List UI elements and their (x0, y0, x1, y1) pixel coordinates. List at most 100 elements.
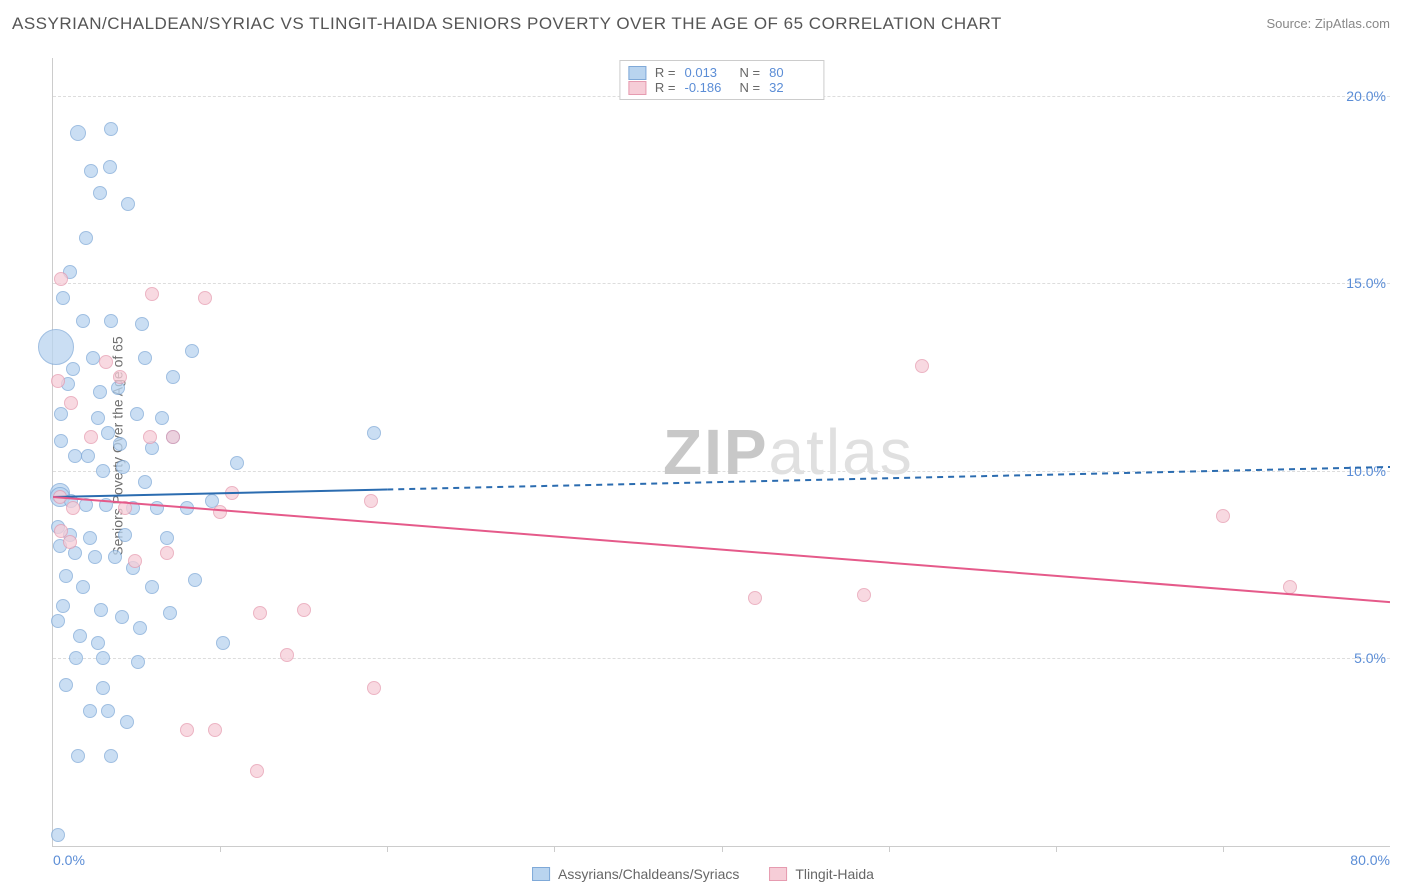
data-point (131, 655, 145, 669)
data-point (364, 494, 378, 508)
data-point (101, 426, 115, 440)
x-tick (387, 846, 388, 852)
data-point (53, 490, 67, 504)
y-tick-label: 10.0% (1346, 463, 1386, 479)
correlation-legend: R =0.013 N =80 R =-0.186 N =32 (619, 60, 824, 100)
x-tick-label: 0.0% (53, 852, 85, 868)
data-point (145, 580, 159, 594)
data-point (51, 614, 65, 628)
swatch-b (628, 81, 646, 95)
data-point (81, 449, 95, 463)
data-point (1283, 580, 1297, 594)
data-point (56, 599, 70, 613)
data-point (56, 291, 70, 305)
data-point (216, 636, 230, 650)
source-attribution: Source: ZipAtlas.com (1266, 16, 1390, 31)
x-tick (1223, 846, 1224, 852)
data-point (143, 430, 157, 444)
data-point (748, 591, 762, 605)
stat-row-a: R =0.013 N =80 (628, 65, 815, 80)
data-point (915, 359, 929, 373)
data-point (93, 385, 107, 399)
data-point (51, 828, 65, 842)
data-point (135, 317, 149, 331)
data-point (104, 122, 118, 136)
data-point (96, 681, 110, 695)
data-point (68, 449, 82, 463)
gridline-h (53, 658, 1390, 659)
legend-label-b: Tlingit-Haida (795, 866, 874, 882)
gridline-h (53, 283, 1390, 284)
data-point (138, 351, 152, 365)
data-point (297, 603, 311, 617)
data-point (208, 723, 222, 737)
data-point (76, 314, 90, 328)
data-point (91, 411, 105, 425)
series-legend: Assyrians/Chaldeans/Syriacs Tlingit-Haid… (532, 866, 874, 882)
legend-item-a: Assyrians/Chaldeans/Syriacs (532, 866, 739, 882)
data-point (133, 621, 147, 635)
data-point (160, 531, 174, 545)
data-point (250, 764, 264, 778)
data-point (108, 550, 122, 564)
data-point (103, 160, 117, 174)
data-point (84, 430, 98, 444)
data-point (138, 475, 152, 489)
chart-title: ASSYRIAN/CHALDEAN/SYRIAC VS TLINGIT-HAID… (12, 14, 1002, 34)
data-point (166, 430, 180, 444)
x-tick-label: 80.0% (1350, 852, 1390, 868)
data-point (280, 648, 294, 662)
data-point (155, 411, 169, 425)
data-point (121, 197, 135, 211)
data-point (213, 505, 227, 519)
data-point (84, 164, 98, 178)
data-point (160, 546, 174, 560)
x-tick (1056, 846, 1057, 852)
x-tick (889, 846, 890, 852)
gridline-h (53, 471, 1390, 472)
data-point (63, 535, 77, 549)
data-point (66, 501, 80, 515)
data-point (71, 749, 85, 763)
data-point (115, 610, 129, 624)
data-point (99, 498, 113, 512)
y-tick-label: 5.0% (1354, 650, 1386, 666)
data-point (367, 426, 381, 440)
data-point (86, 351, 100, 365)
data-point (120, 715, 134, 729)
x-tick (220, 846, 221, 852)
data-point (145, 287, 159, 301)
data-point (88, 550, 102, 564)
legend-swatch-b (769, 867, 787, 881)
data-point (38, 329, 74, 365)
data-point (59, 678, 73, 692)
data-point (163, 606, 177, 620)
x-tick (554, 846, 555, 852)
legend-item-b: Tlingit-Haida (769, 866, 874, 882)
data-point (66, 362, 80, 376)
data-point (198, 291, 212, 305)
plot-area: ZIPatlas R =0.013 N =80 R =-0.186 N =32 … (52, 58, 1390, 847)
data-point (104, 314, 118, 328)
data-point (128, 554, 142, 568)
data-point (253, 606, 267, 620)
data-point (150, 501, 164, 515)
data-point (94, 603, 108, 617)
data-point (59, 569, 73, 583)
data-point (96, 464, 110, 478)
y-tick-label: 20.0% (1346, 88, 1386, 104)
data-point (79, 231, 93, 245)
data-point (104, 749, 118, 763)
data-point (51, 374, 65, 388)
data-point (73, 629, 87, 643)
data-point (367, 681, 381, 695)
data-point (54, 407, 68, 421)
data-point (91, 636, 105, 650)
data-point (230, 456, 244, 470)
data-point (1216, 509, 1230, 523)
data-point (116, 460, 130, 474)
y-tick-label: 15.0% (1346, 275, 1386, 291)
data-point (83, 704, 97, 718)
data-point (188, 573, 202, 587)
data-point (113, 370, 127, 384)
